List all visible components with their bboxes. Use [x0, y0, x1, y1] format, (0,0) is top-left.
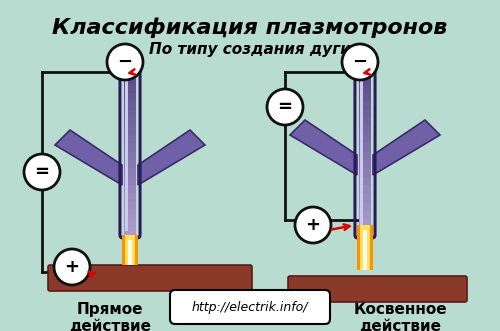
Bar — [359, 152, 371, 160]
Bar — [124, 202, 136, 211]
Bar — [124, 93, 136, 102]
Polygon shape — [138, 130, 205, 185]
Bar — [124, 68, 136, 77]
Bar — [128, 240, 132, 265]
Bar — [124, 160, 136, 169]
Bar — [359, 193, 371, 202]
Bar — [359, 85, 371, 94]
Text: −: − — [352, 53, 368, 71]
Bar — [124, 210, 136, 219]
Bar — [359, 143, 371, 152]
Bar — [124, 118, 136, 127]
Bar — [359, 93, 371, 102]
FancyBboxPatch shape — [170, 290, 330, 324]
Circle shape — [54, 249, 90, 285]
FancyBboxPatch shape — [288, 276, 467, 302]
Bar — [124, 185, 136, 194]
Bar — [359, 76, 371, 85]
Text: Классификация плазмотронов: Классификация плазмотронов — [52, 18, 448, 38]
FancyBboxPatch shape — [48, 265, 252, 291]
Text: −: − — [118, 53, 132, 71]
Bar — [359, 126, 371, 135]
Bar — [124, 218, 136, 227]
Bar — [359, 210, 371, 219]
Circle shape — [24, 154, 60, 190]
Bar — [359, 168, 371, 177]
Bar — [124, 85, 136, 94]
Bar — [125, 72, 128, 231]
Bar — [359, 176, 371, 185]
Text: Косвенное
действие: Косвенное действие — [353, 302, 447, 331]
Bar — [124, 227, 136, 235]
Polygon shape — [373, 120, 440, 175]
Bar — [124, 135, 136, 144]
Bar — [363, 230, 367, 270]
Circle shape — [295, 207, 331, 243]
Bar — [357, 225, 373, 270]
Text: По типу создания дуги: По типу создания дуги — [149, 42, 351, 57]
Bar — [359, 218, 371, 227]
Bar — [124, 176, 136, 185]
Bar — [359, 118, 371, 127]
Text: +: + — [64, 258, 80, 276]
Bar — [124, 152, 136, 160]
Text: =: = — [34, 163, 50, 181]
Bar — [124, 76, 136, 85]
Bar — [359, 160, 371, 169]
Bar — [360, 72, 363, 231]
Bar — [124, 168, 136, 177]
Bar — [124, 143, 136, 152]
Bar — [359, 202, 371, 211]
Bar — [124, 193, 136, 202]
Bar — [359, 185, 371, 194]
Polygon shape — [55, 130, 122, 185]
Bar — [124, 126, 136, 135]
Bar — [122, 235, 138, 265]
Text: =: = — [278, 98, 292, 116]
Circle shape — [267, 89, 303, 125]
Text: http://electrik.info/: http://electrik.info/ — [192, 301, 308, 313]
Bar — [124, 110, 136, 118]
Bar — [359, 227, 371, 235]
Bar — [359, 110, 371, 118]
Circle shape — [342, 44, 378, 80]
Bar — [359, 135, 371, 144]
Bar — [360, 225, 370, 270]
Text: Прямое
действие: Прямое действие — [69, 302, 151, 331]
Bar — [359, 68, 371, 77]
Bar — [125, 235, 135, 265]
Bar — [124, 101, 136, 110]
Bar — [359, 101, 371, 110]
Text: +: + — [306, 216, 320, 234]
Polygon shape — [290, 120, 357, 175]
Circle shape — [107, 44, 143, 80]
